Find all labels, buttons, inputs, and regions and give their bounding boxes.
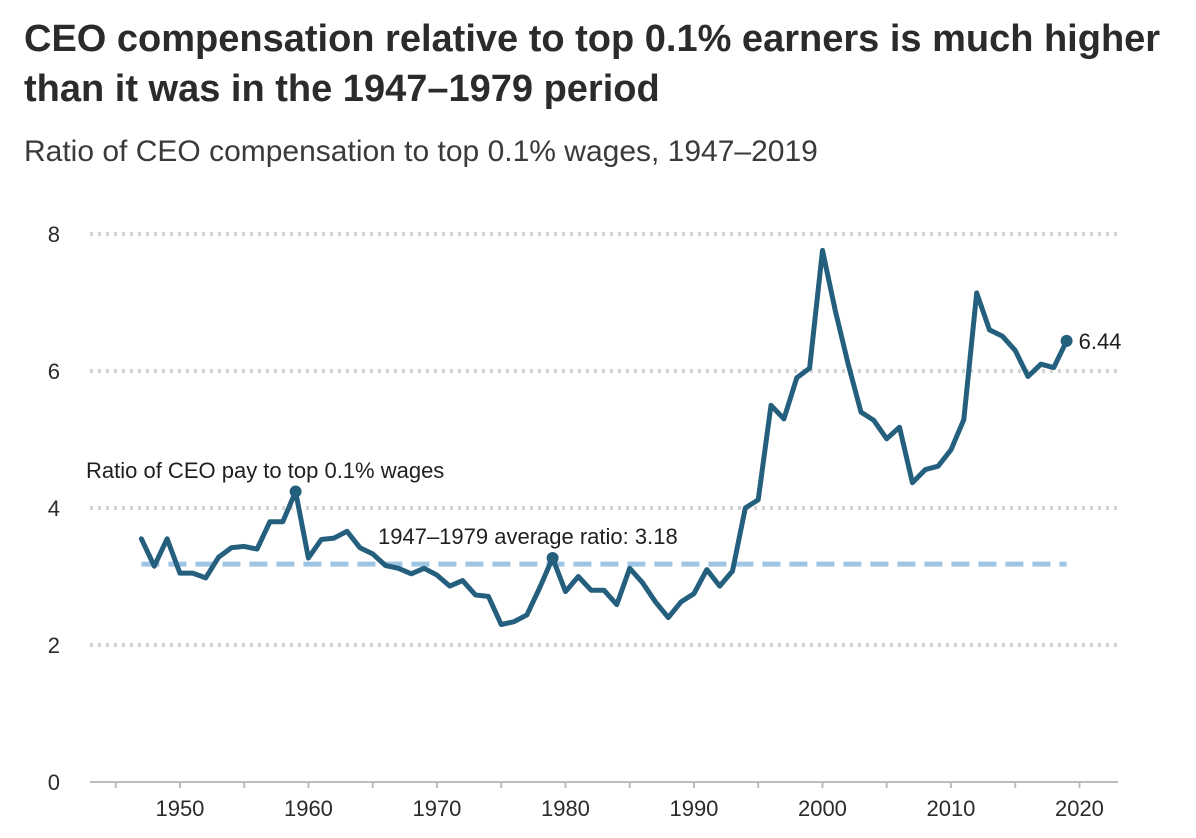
annotations: Ratio of CEO pay to top 0.1% wages 1947–1… <box>86 329 1122 565</box>
y-tick-label-2: 2 <box>48 633 60 658</box>
series-layer <box>138 247 1070 627</box>
series-line <box>138 247 1070 627</box>
y-tick-label-4: 4 <box>48 496 60 521</box>
chart-subtitle: Ratio of CEO compensation to top 0.1% wa… <box>24 135 818 168</box>
x-tick-label-2020: 2020 <box>1055 796 1104 821</box>
y-tick-label-6: 6 <box>48 359 60 384</box>
gridlines <box>90 232 1118 647</box>
x-tick-label-1980: 1980 <box>541 796 590 821</box>
chart-title: CEO compensation relative to top 0.1% ea… <box>24 18 1161 110</box>
x-axis: 1950 1960 1970 1980 1990 2000 2010 2020 <box>90 781 1118 821</box>
point-2019-marker <box>1060 334 1073 347</box>
annotation-series-label: Ratio of CEO pay to top 0.1% wages <box>86 458 444 483</box>
annotation-end-value: 6.44 <box>1079 329 1122 354</box>
y-tick-label-8: 8 <box>48 222 60 247</box>
y-axis-ticks: 0 2 4 6 8 <box>48 222 60 795</box>
peak-1959-marker <box>289 485 302 498</box>
x-tick-label-1950: 1950 <box>155 796 204 821</box>
x-tick-label-1990: 1990 <box>669 796 718 821</box>
x-tick-label-2000: 2000 <box>798 796 847 821</box>
x-tick-label-1970: 1970 <box>412 796 461 821</box>
annotation-average-label: 1947–1979 average ratio: 3.18 <box>378 524 678 549</box>
x-tick-label-1960: 1960 <box>284 796 333 821</box>
x-tick-label-2010: 2010 <box>926 796 975 821</box>
point-1979-marker <box>546 552 559 565</box>
y-tick-label-0: 0 <box>48 770 60 795</box>
